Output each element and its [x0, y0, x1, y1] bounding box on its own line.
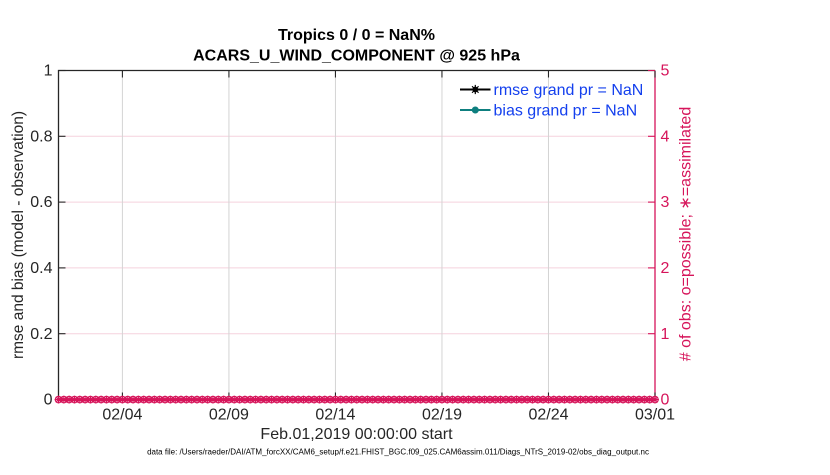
- svg-text:02/14: 02/14: [315, 407, 355, 424]
- svg-text:1: 1: [44, 63, 53, 80]
- svg-text:bias grand pr = NaN: bias grand pr = NaN: [494, 103, 638, 120]
- svg-text:data file: /Users/raeder/DAI/A: data file: /Users/raeder/DAI/ATM_forcXX/…: [147, 447, 649, 456]
- svg-text:1: 1: [661, 326, 670, 343]
- svg-text:3: 3: [661, 194, 670, 211]
- svg-text:5: 5: [661, 63, 670, 80]
- svg-text:0.8: 0.8: [30, 128, 52, 145]
- svg-text:0: 0: [44, 392, 53, 409]
- svg-text:02/09: 02/09: [209, 407, 249, 424]
- svg-text:03/01: 03/01: [635, 407, 675, 424]
- svg-text:0.4: 0.4: [30, 260, 52, 277]
- svg-text:0.6: 0.6: [30, 194, 52, 211]
- svg-text:rmse grand pr = NaN: rmse grand pr = NaN: [494, 82, 644, 99]
- svg-text:ACARS_U_WIND_COMPONENT @ 925 h: ACARS_U_WIND_COMPONENT @ 925 hPa: [193, 48, 520, 65]
- svg-text:0: 0: [661, 392, 670, 409]
- svg-text:02/19: 02/19: [422, 407, 462, 424]
- svg-text:Tropics 0 / 0 = NaN%: Tropics 0 / 0 = NaN%: [278, 27, 435, 44]
- svg-text:2: 2: [661, 260, 670, 277]
- svg-text:0.2: 0.2: [30, 326, 52, 343]
- svg-text:rmse and bias (model - observa: rmse and bias (model - observation): [10, 111, 27, 359]
- svg-text:Feb.01,2019 00:00:00 start: Feb.01,2019 00:00:00 start: [260, 426, 453, 443]
- svg-text:02/04: 02/04: [102, 407, 142, 424]
- svg-text:4: 4: [661, 128, 670, 145]
- svg-text:# of obs: o=possible; ∗=assimi: # of obs: o=possible; ∗=assimilated: [678, 107, 695, 361]
- svg-text:02/24: 02/24: [528, 407, 568, 424]
